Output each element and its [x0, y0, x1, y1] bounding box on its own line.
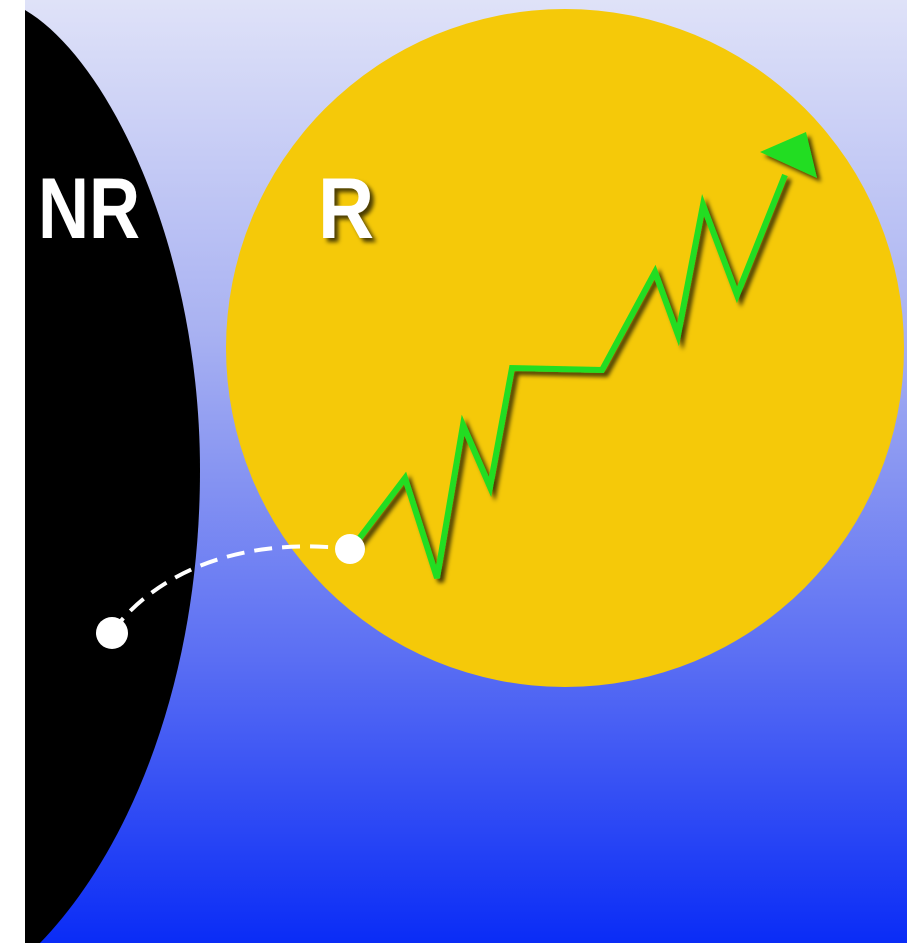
responder-region [226, 9, 904, 687]
start-point [96, 617, 128, 649]
trajectory [349, 132, 817, 579]
arrowhead [760, 132, 817, 178]
r-label: R [318, 161, 374, 257]
trajectory-line [349, 173, 788, 579]
nr-label: NR [38, 161, 140, 257]
entry-point [335, 534, 365, 564]
non-responder-region [25, 10, 200, 943]
